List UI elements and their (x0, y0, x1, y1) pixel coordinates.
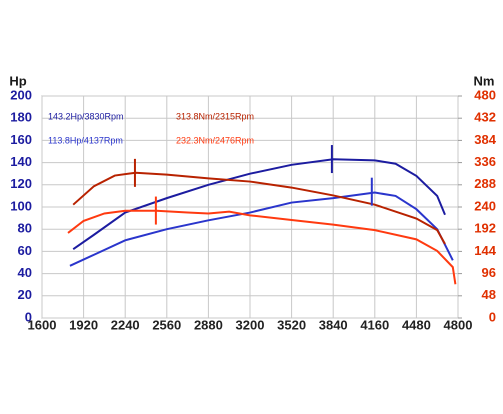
y-tick-label: 80 (18, 221, 32, 236)
y-tick-label: 200 (10, 87, 32, 102)
annotation: 113.8Hp/4137Rpm (48, 135, 123, 145)
y2-tick-label: 432 (474, 110, 496, 125)
y-tick-label: 140 (10, 154, 32, 169)
y2-tick-label: 480 (474, 87, 496, 102)
series-line (69, 191, 454, 267)
x-tick-label: 2880 (194, 317, 223, 332)
series-line (67, 209, 457, 285)
x-tick-label: 4160 (360, 317, 389, 332)
x-tick-label: 4480 (402, 317, 431, 332)
y2-tick-label: 288 (474, 176, 496, 191)
y2-tick-label: 336 (474, 154, 496, 169)
y2-tick-label: 240 (474, 198, 496, 213)
y2-tick-label: 96 (482, 265, 496, 280)
series-line (72, 171, 446, 245)
y2-tick-label: 144 (474, 243, 496, 258)
x-tick-label: 1600 (28, 317, 57, 332)
y-tick-label: 100 (10, 198, 32, 213)
y-tick-label: 180 (10, 110, 32, 125)
x-tick-label: 3200 (236, 317, 265, 332)
y-tick-label: 0 (25, 309, 32, 324)
y2-axis-label: Nm (474, 73, 495, 88)
x-tick-label: 1920 (69, 317, 98, 332)
y2-tick-label: 48 (482, 287, 496, 302)
x-tick-label: 3840 (319, 317, 348, 332)
y2-tick-label: 0 (489, 309, 496, 324)
annotation: 143.2Hp/3830Rpm (48, 111, 124, 121)
y-tick-label: 20 (18, 287, 32, 302)
y-tick-label: 60 (18, 243, 32, 258)
y-tick-label: 160 (10, 132, 32, 147)
y-tick-label: 120 (10, 176, 32, 191)
y-tick-label: 40 (18, 265, 32, 280)
y2-tick-label: 384 (474, 132, 496, 147)
x-tick-label: 2240 (111, 317, 140, 332)
annotation: 313.8Nm/2315Rpm (176, 111, 254, 121)
y-axis-label: Hp (9, 73, 26, 88)
x-tick-label: 4800 (444, 317, 473, 332)
annotation: 232.3Nm/2476Rpm (176, 135, 254, 145)
series-line (72, 158, 446, 251)
y2-tick-label: 192 (474, 221, 496, 236)
x-tick-label: 2560 (152, 317, 181, 332)
x-tick-label: 3520 (277, 317, 306, 332)
